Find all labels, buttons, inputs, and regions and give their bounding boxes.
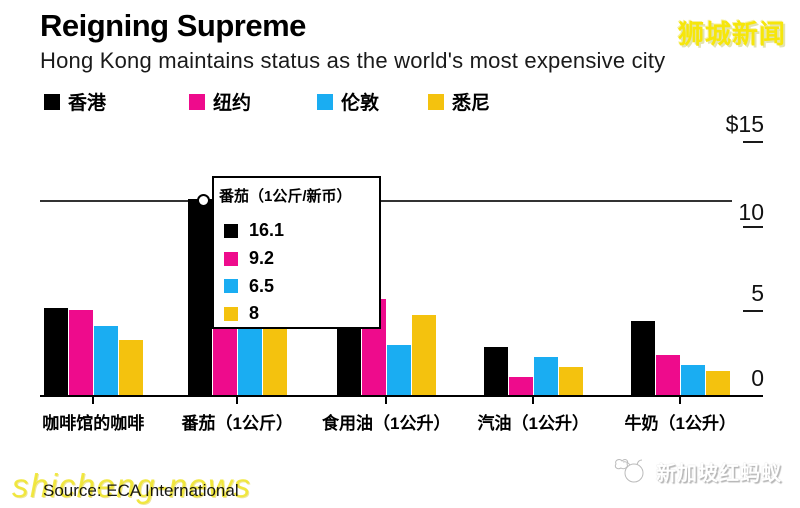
x-axis-label-4: 汽油（1公升） [477, 414, 589, 433]
x-axis-tick-3 [385, 396, 388, 404]
x-axis-label-3: 食用油（1公升） [322, 414, 451, 433]
tooltip-value-3: 6.5 [249, 275, 275, 296]
bar-香港-汽油（1公升）[interactable] [484, 346, 508, 396]
bar-香港-番茄（1公斤）[interactable] [188, 199, 212, 396]
y-axis-tick-10 [743, 225, 763, 228]
bar-伦敦-番茄（1公斤）[interactable] [238, 316, 262, 396]
legend-label-4: 悉尼 [452, 93, 491, 114]
bar-纽约-咖啡馆的咖啡[interactable] [69, 309, 93, 396]
bar-香港-咖啡馆的咖啡[interactable] [44, 307, 68, 396]
tooltip-swatch-4 [224, 306, 238, 321]
tooltip-row-3: 6.5 [224, 276, 274, 297]
x-axis-label-1: 咖啡馆的咖啡 [42, 414, 145, 433]
watermark-shicheng-news: shicheng-news [12, 467, 252, 504]
bar-悉尼-汽油（1公升）[interactable] [559, 367, 583, 396]
site-logo-watermark: 狮城新闻 [678, 19, 787, 49]
y-axis-label-0: 0 [751, 365, 764, 391]
bar-纽约-汽油（1公升）[interactable] [509, 377, 533, 396]
x-axis-tick-5 [679, 396, 682, 404]
bar-伦敦-牛奶（1公升）[interactable] [681, 365, 705, 396]
y-axis-label-5: 5 [751, 280, 764, 306]
chart-subtitle: Hong Kong maintains status as the world'… [40, 48, 666, 73]
tooltip-swatch-3 [224, 279, 238, 293]
y-axis-label-10: 10 [738, 199, 764, 225]
legend: 香港 纽约 伦敦 悉尼 [0, 88, 800, 114]
x-axis-label-5: 牛奶（1公升） [624, 414, 736, 433]
x-axis-tick-2 [236, 396, 239, 404]
source-note: Source: ECA International [43, 481, 239, 500]
bar-香港-食用油（1公升）[interactable] [337, 319, 361, 396]
x-axis-baseline [40, 395, 763, 397]
chart-title: Reigning Supreme [40, 8, 306, 43]
x-axis-tick-4 [532, 396, 535, 404]
bar-悉尼-牛奶（1公升）[interactable] [706, 370, 730, 396]
tooltip-swatch-1 [224, 223, 238, 238]
tooltip-swatch-2 [224, 251, 238, 266]
tooltip-row-2: 9.2 [224, 248, 274, 269]
y-axis-tick-15 [743, 140, 763, 143]
tooltip-value-1: 16.1 [249, 220, 285, 240]
legend-swatch-4 [428, 93, 444, 110]
legend-swatch-2 [189, 93, 205, 110]
legend-item-3: 伦敦 [317, 88, 379, 115]
y-axis-tick-5 [743, 310, 763, 313]
legend-label-3: 伦敦 [341, 93, 380, 114]
x-axis-tick-1 [92, 396, 95, 404]
legend-label-2: 纽约 [213, 93, 252, 114]
tooltip: 番茄（1公斤/新币） 16.1 9.2 6.5 8 [212, 176, 381, 329]
hover-marker-circle [197, 194, 210, 207]
legend-item-4: 悉尼 [428, 88, 490, 115]
legend-label-1: 香港 [68, 93, 107, 114]
watermark-red-ant-text: 新加坡红蚂蚁 [656, 462, 782, 485]
bar-纽约-牛奶（1公升）[interactable] [656, 355, 680, 396]
legend-swatch-3 [317, 93, 333, 110]
hover-guide-line [40, 200, 732, 202]
tooltip-title: 番茄（1公斤/新币） [219, 188, 352, 205]
legend-item-1: 香港 [44, 88, 106, 115]
bar-伦敦-咖啡馆的咖啡[interactable] [94, 326, 118, 396]
y-axis-label-15: $15 [725, 111, 764, 137]
bar-悉尼-食用油（1公升）[interactable] [412, 314, 436, 396]
tooltip-row-4: 8 [224, 303, 259, 324]
legend-item-2: 纽约 [189, 88, 251, 115]
tooltip-value-4: 8 [249, 303, 260, 323]
ant-icon [614, 459, 644, 483]
watermark-red-ant: 新加坡红蚂蚁 [610, 456, 782, 486]
tooltip-row-1: 16.1 [224, 220, 284, 241]
bar-伦敦-食用油（1公升）[interactable] [387, 345, 411, 396]
bar-悉尼-咖啡馆的咖啡[interactable] [119, 340, 143, 396]
tooltip-value-2: 9.2 [249, 248, 275, 268]
x-axis-label-2: 番茄（1公斤） [181, 414, 293, 433]
bar-香港-牛奶（1公升）[interactable] [631, 321, 655, 396]
legend-swatch-1 [44, 93, 60, 110]
bar-伦敦-汽油（1公升）[interactable] [534, 356, 558, 396]
